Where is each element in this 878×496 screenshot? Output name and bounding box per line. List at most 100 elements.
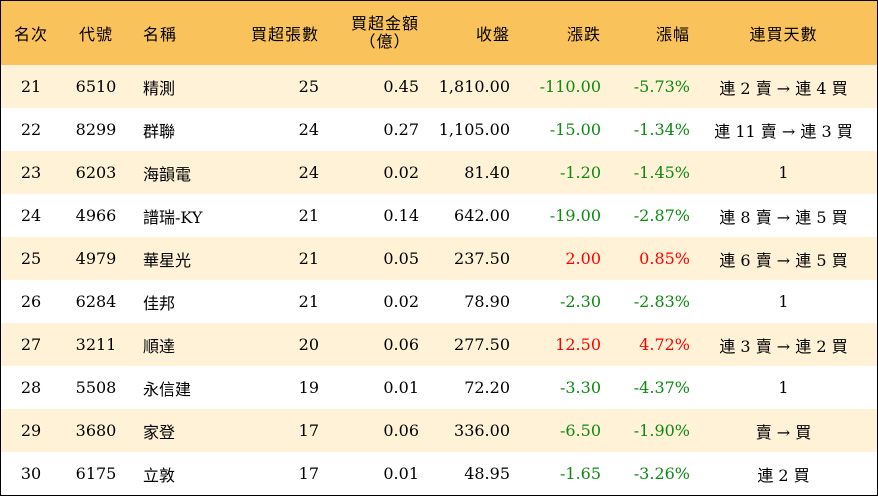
cell-lots: 24 [298, 120, 319, 139]
cell-name: 華星光 [143, 250, 192, 270]
table-row: 29 3680 家登 17 0.06 336.00 -6.50 -1.90% 賣… [1, 409, 877, 452]
table-body: 21 6510 精測 25 0.45 1,810.00 -110.00 -5.7… [1, 65, 877, 495]
cell-streak: 連 11 賣 → 連 3 買 [714, 121, 853, 141]
cell-rank: 28 [20, 378, 42, 397]
cell-change-pct: -2.87% [633, 206, 690, 225]
cell-streak: 連 3 賣 → 連 2 買 [719, 336, 848, 356]
cell-close: 237.50 [454, 249, 510, 268]
header-buy-amount: 買超金額 （億） [319, 1, 419, 65]
cell-change-pct: -2.83% [633, 292, 690, 311]
cell-amount: 0.06 [383, 335, 419, 354]
cell-rank: 26 [20, 292, 42, 311]
table-row: 22 8299 群聯 24 0.27 1,105.00 -15.00 -1.34… [1, 108, 877, 151]
cell-amount: 0.45 [383, 77, 419, 96]
cell-name: 立敦 [143, 465, 176, 485]
cell-rank: 30 [20, 464, 42, 483]
cell-rank: 27 [20, 335, 42, 354]
cell-name: 精測 [143, 78, 176, 98]
cell-change-pct: -4.37% [633, 378, 690, 397]
cell-streak: 賣 → 買 [755, 422, 812, 442]
cell-lots: 21 [298, 206, 319, 225]
cell-code: 6510 [75, 77, 117, 96]
cell-streak: 1 [778, 378, 789, 397]
cell-change: -1.20 [559, 163, 601, 182]
cell-code: 4966 [75, 206, 117, 225]
cell-close: 1,810.00 [438, 77, 510, 96]
cell-rank: 25 [20, 249, 42, 268]
cell-streak: 連 2 賣 → 連 4 買 [719, 78, 848, 98]
cell-amount: 0.02 [383, 163, 419, 182]
cell-lots: 21 [298, 249, 319, 268]
cell-rank: 24 [20, 206, 42, 225]
table-row: 28 5508 永信建 19 0.01 72.20 -3.30 -4.37% 1 [1, 366, 877, 409]
cell-change: -2.30 [559, 292, 601, 311]
cell-streak: 連 8 賣 → 連 5 買 [719, 207, 848, 227]
header-change-pct: 漲幅 [655, 25, 690, 44]
header-name: 名稱 [143, 25, 178, 44]
cell-change-pct: 4.72% [639, 335, 690, 354]
cell-code: 3680 [75, 421, 117, 440]
cell-close: 277.50 [454, 335, 510, 354]
table-header-row: 名次 代號 名稱 買超張數 買超金額 （億） 收盤 漲跌 漲幅 連買天數 [1, 1, 877, 65]
cell-close: 1,105.00 [438, 120, 510, 139]
header-buy-amount-line1: 買超金額 [350, 14, 419, 33]
cell-lots: 20 [298, 335, 319, 354]
cell-amount: 0.01 [383, 378, 419, 397]
cell-code: 5508 [75, 378, 117, 397]
cell-code: 3211 [75, 335, 117, 354]
cell-lots: 17 [298, 421, 319, 440]
cell-name: 群聯 [143, 121, 176, 141]
header-change: 漲跌 [566, 25, 601, 44]
cell-code: 8299 [75, 120, 117, 139]
cell-streak: 連 6 賣 → 連 5 買 [719, 250, 848, 270]
cell-change: 2.00 [565, 249, 601, 268]
cell-code: 6284 [75, 292, 117, 311]
cell-change-pct: -1.45% [633, 163, 690, 182]
table-row: 23 6203 海韻電 24 0.02 81.40 -1.20 -1.45% 1 [1, 151, 877, 194]
cell-code: 4979 [75, 249, 117, 268]
cell-rank: 29 [20, 421, 42, 440]
cell-rank: 22 [20, 120, 42, 139]
cell-change-pct: -1.34% [633, 120, 690, 139]
header-streak: 連買天數 [749, 25, 818, 44]
cell-streak: 1 [778, 292, 789, 311]
table-row: 21 6510 精測 25 0.45 1,810.00 -110.00 -5.7… [1, 65, 877, 108]
table-row: 27 3211 順達 20 0.06 277.50 12.50 4.72% 連 … [1, 323, 877, 366]
cell-close: 48.95 [464, 464, 510, 483]
cell-change-pct: -5.73% [633, 77, 690, 96]
cell-close: 81.40 [464, 163, 510, 182]
cell-change-pct: -3.26% [633, 464, 690, 483]
cell-rank: 23 [20, 163, 42, 182]
cell-name: 海韻電 [143, 164, 192, 184]
cell-change: -6.50 [559, 421, 601, 440]
cell-change: 12.50 [555, 335, 601, 354]
cell-change: -3.30 [559, 378, 601, 397]
cell-change: -1.65 [559, 464, 601, 483]
cell-amount: 0.27 [383, 120, 419, 139]
cell-code: 6203 [75, 163, 117, 182]
table-row: 24 4966 譜瑞-KY 21 0.14 642.00 -19.00 -2.8… [1, 194, 877, 237]
cell-code: 6175 [75, 464, 117, 483]
cell-close: 72.20 [464, 378, 510, 397]
cell-close: 642.00 [454, 206, 510, 225]
cell-streak: 1 [778, 163, 789, 182]
header-close: 收盤 [475, 25, 510, 44]
cell-name: 家登 [143, 422, 176, 442]
cell-lots: 17 [298, 464, 319, 483]
cell-amount: 0.06 [383, 421, 419, 440]
cell-name: 佳邦 [143, 293, 176, 313]
header-buy-amount-line2: （億） [359, 32, 411, 51]
cell-amount: 0.02 [383, 292, 419, 311]
cell-amount: 0.14 [383, 206, 419, 225]
cell-rank: 21 [20, 77, 42, 96]
table-row: 30 6175 立敦 17 0.01 48.95 -1.65 -3.26% 連 … [1, 452, 877, 495]
cell-amount: 0.05 [383, 249, 419, 268]
cell-change: -19.00 [549, 206, 601, 225]
table-row: 25 4979 華星光 21 0.05 237.50 2.00 0.85% 連 … [1, 237, 877, 280]
cell-name: 譜瑞-KY [143, 207, 203, 227]
cell-name: 永信建 [143, 379, 192, 399]
header-buy-lots: 買超張數 [250, 25, 319, 44]
cell-lots: 24 [298, 163, 319, 182]
